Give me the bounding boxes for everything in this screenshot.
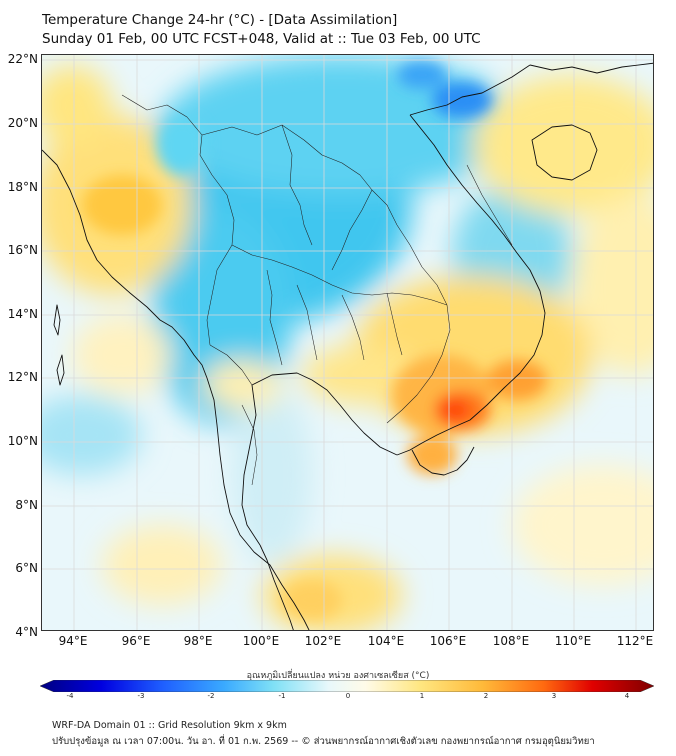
lon-label-96e: 96°E xyxy=(121,634,151,648)
footer-credit: ปรับปรุงข้อมูล ณ เวลา 07:00น. วัน อา. ที… xyxy=(52,736,595,747)
lon-label-94e: 94°E xyxy=(58,634,88,648)
colorbar-title: อุณหภูมิเปลี่ยนแปลง หน่วย องศาเซลเซียส (… xyxy=(246,671,430,681)
colorbar-tick-minus2: -2 xyxy=(207,692,215,700)
lat-label-18n: 18°N xyxy=(7,180,38,194)
lon-label-112e: 112°E xyxy=(616,634,654,648)
footer-model-info: WRF-DA Domain 01 :: Grid Resolution 9km … xyxy=(52,720,287,731)
map-subtitle: Sunday 01 Feb, 00 UTC FCST+048, Valid at… xyxy=(42,31,481,47)
colorbar-tick-minus4: -4 xyxy=(66,692,74,700)
lon-label-104e: 104°E xyxy=(367,634,405,648)
temperature-change-map[interactable] xyxy=(41,54,654,631)
lat-label-22n: 22°N xyxy=(7,52,38,66)
lon-label-102e: 102°E xyxy=(304,634,342,648)
lat-label-6n: 6°N xyxy=(15,561,38,575)
lat-label-8n: 8°N xyxy=(15,498,38,512)
map-title: Temperature Change 24-hr (°C) - [Data As… xyxy=(42,12,398,28)
lat-label-14n: 14°N xyxy=(7,307,38,321)
lon-label-98e: 98°E xyxy=(183,634,213,648)
coastlines xyxy=(42,62,653,630)
lat-label-10n: 10°N xyxy=(7,434,38,448)
map-canvas xyxy=(42,55,653,630)
colorbar-tick-minus3: -3 xyxy=(137,692,145,700)
lon-label-106e: 106°E xyxy=(429,634,467,648)
lat-label-12n: 12°N xyxy=(7,370,38,384)
lon-label-108e: 108°E xyxy=(492,634,530,648)
colorbar-tick-minus1: -1 xyxy=(278,692,286,700)
colorbar-tick-1: 1 xyxy=(419,692,425,700)
colorbar-tick-2: 2 xyxy=(483,692,489,700)
field-smooth xyxy=(42,55,653,630)
lat-label-20n: 20°N xyxy=(7,116,38,130)
colorbar-tick-4: 4 xyxy=(624,692,630,700)
colorbar-gradient xyxy=(40,680,654,692)
lon-label-110e: 110°E xyxy=(554,634,592,648)
lat-label-16n: 16°N xyxy=(7,243,38,257)
grid-lines xyxy=(42,55,653,630)
lon-label-100e: 100°E xyxy=(242,634,280,648)
colorbar-tick-0: 0 xyxy=(345,692,351,700)
boundaries xyxy=(121,94,513,486)
colorbar-tick-3: 3 xyxy=(551,692,557,700)
colorbar xyxy=(40,680,654,692)
lat-label-4n: 4°N xyxy=(15,625,38,639)
